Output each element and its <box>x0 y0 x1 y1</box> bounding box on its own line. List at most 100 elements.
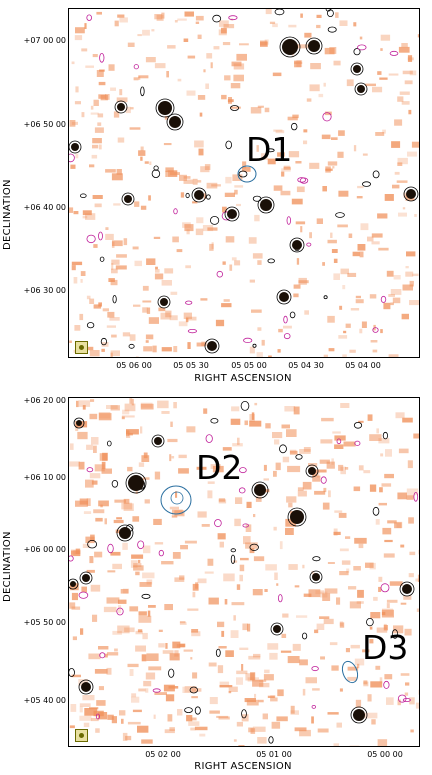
contour <box>238 487 246 494</box>
emission-patch <box>129 398 133 404</box>
emission-patch <box>105 227 109 230</box>
emission-patch <box>352 251 360 257</box>
contour <box>305 464 319 478</box>
emission-patch <box>302 564 305 569</box>
emission-patch <box>161 561 174 565</box>
emission-patch <box>304 310 309 315</box>
contour <box>366 618 374 627</box>
emission-patch <box>323 82 326 87</box>
emission-patch <box>222 206 227 213</box>
contour <box>228 15 238 21</box>
contour <box>86 14 93 21</box>
emission-patch <box>409 300 419 306</box>
contour <box>153 165 159 171</box>
emission-patch <box>288 24 297 28</box>
emission-patch <box>107 311 115 318</box>
emission-patch <box>371 719 376 725</box>
contour <box>99 52 105 63</box>
emission-patch <box>369 639 374 644</box>
emission-patch <box>98 646 109 650</box>
emission-patch <box>355 295 361 299</box>
emission-patch <box>303 140 308 145</box>
emission-patch <box>167 438 178 443</box>
emission-patch <box>101 468 112 474</box>
emission-patch <box>265 423 271 429</box>
emission-patch <box>316 24 321 29</box>
radio-source <box>124 195 132 203</box>
emission-patch <box>116 517 122 520</box>
emission-patch <box>400 544 405 548</box>
emission-patch <box>89 350 100 357</box>
emission-patch <box>85 536 95 544</box>
contour <box>112 295 117 304</box>
emission-patch <box>311 716 314 724</box>
emission-patch <box>80 628 84 635</box>
contour <box>287 507 307 527</box>
emission-patch <box>218 646 227 649</box>
emission-patch <box>293 293 299 298</box>
emission-patch <box>135 571 140 576</box>
emission-patch <box>394 119 403 126</box>
emission-patch <box>339 571 349 576</box>
contour <box>240 401 250 411</box>
emission-patch <box>154 63 166 69</box>
emission-patch <box>407 55 413 62</box>
emission-patch <box>276 583 279 586</box>
emission-patch <box>124 627 135 633</box>
emission-patch <box>269 652 278 660</box>
contour <box>204 338 220 354</box>
emission-patch <box>392 184 400 189</box>
emission-patch <box>263 674 274 681</box>
emission-patch <box>312 475 321 482</box>
emission-patch <box>198 148 204 156</box>
emission-patch <box>218 29 227 36</box>
emission-patch <box>250 107 262 114</box>
emission-patch <box>240 557 249 561</box>
emission-patch <box>405 271 414 277</box>
emission-patch <box>219 681 230 688</box>
emission-patch <box>183 176 191 179</box>
emission-patch <box>165 310 172 318</box>
emission-patch <box>140 205 147 210</box>
emission-patch <box>393 625 404 634</box>
emission-patch <box>179 575 185 580</box>
emission-patch <box>262 713 268 720</box>
emission-patch <box>249 420 262 427</box>
emission-patch <box>81 48 88 52</box>
emission-patch <box>90 717 99 722</box>
emission-patch <box>314 490 326 495</box>
emission-patch <box>322 262 325 266</box>
emission-patch <box>163 684 175 692</box>
emission-patch <box>185 265 191 269</box>
emission-patch <box>200 166 210 173</box>
emission-patch <box>73 277 78 284</box>
emission-patch <box>282 613 289 618</box>
emission-patch <box>155 269 160 273</box>
emission-patch <box>228 686 238 692</box>
emission-patch <box>339 621 344 626</box>
emission-patch <box>369 484 377 492</box>
emission-patch <box>218 499 227 504</box>
emission-patch <box>161 411 170 414</box>
emission-patch <box>176 249 183 253</box>
emission-patch <box>414 214 417 217</box>
emission-patch <box>170 291 178 295</box>
y-tick-label: +06 30 00 <box>23 286 66 295</box>
emission-patch <box>256 145 259 152</box>
emission-patch <box>404 628 412 636</box>
emission-patch <box>230 418 241 425</box>
emission-patch <box>91 154 98 159</box>
emission-patch <box>142 632 148 640</box>
contour <box>311 704 316 709</box>
emission-patch <box>377 71 382 75</box>
emission-patch <box>221 94 227 100</box>
emission-patch <box>345 323 351 328</box>
contour <box>312 556 321 562</box>
emission-patch <box>194 726 208 731</box>
emission-patch <box>95 517 103 522</box>
emission-patch <box>398 212 407 217</box>
emission-patch <box>384 674 393 680</box>
contour <box>353 48 361 56</box>
emission-patch <box>375 132 385 136</box>
beam-icon <box>75 341 88 354</box>
